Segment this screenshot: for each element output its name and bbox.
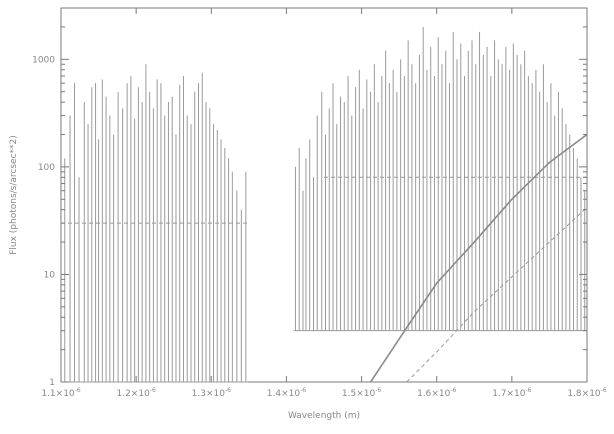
thermal-curve [369, 133, 588, 383]
y-tick-label: 1 [49, 378, 55, 388]
x-tick-label: 1.8×10-6 [567, 387, 606, 399]
x-tick-label: 1.2×10-6 [116, 387, 155, 399]
x-tick-label: 1.7×10-6 [492, 387, 531, 399]
x-tick-label: 1.5×10-6 [342, 387, 381, 399]
y-tick-label: 1000 [32, 55, 55, 65]
thermal-curve [406, 207, 588, 383]
y-axis-title: Flux (photons/s/arcsec**2) [9, 135, 19, 255]
x-tick-label: 1.6×10-6 [417, 387, 456, 399]
y-tick-label: 100 [38, 163, 55, 173]
x-tick-label: 1.3×10-6 [192, 387, 231, 399]
series-4-thermal [369, 133, 588, 383]
series-1-emission-lines [293, 26, 587, 332]
x-tick-label: 1.4×10-6 [267, 387, 306, 399]
y-axis: 1 10 100 1000 [32, 7, 587, 388]
x-axis-title: Wavelength (m) [288, 411, 360, 421]
series-layer [61, 26, 588, 383]
plot-area [60, 7, 588, 383]
x-axis: 1.1×10-6 1.2×10-6 1.3×10-6 1.4×10-6 1.5×10-6… [41, 8, 607, 399]
y-tick-label: 10 [44, 270, 56, 280]
series-5-thermal [406, 207, 588, 383]
plot-frame [60, 7, 588, 383]
series-0-emission-lines [62, 64, 248, 383]
x-tick-label: 1.1×10-6 [41, 387, 80, 399]
